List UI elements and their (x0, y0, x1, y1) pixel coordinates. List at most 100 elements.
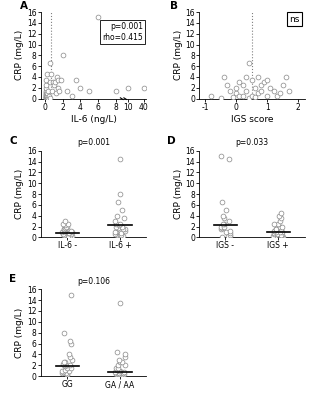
Text: p=0.001
rho=0.415: p=0.001 rho=0.415 (102, 22, 143, 42)
Y-axis label: CRP (mg/L): CRP (mg/L) (15, 308, 24, 358)
Point (116, 371, 121, 378)
Point (122, 371, 127, 378)
Point (73, 76, 78, 83)
Point (120, 359, 125, 366)
Point (117, 220, 122, 227)
Point (95, 14, 100, 21)
Point (121, 369, 126, 376)
Point (122, 228, 127, 234)
Point (66, 232, 71, 239)
Point (122, 215, 127, 222)
Point (44, 92, 49, 98)
Point (60, 52, 65, 58)
Point (222, 220, 227, 227)
Point (220, 224, 225, 231)
Point (141, 85, 146, 91)
Point (274, 230, 279, 237)
Point (45, 87, 50, 94)
Point (249, 93, 254, 99)
Point (276, 212, 281, 219)
Point (280, 82, 285, 88)
Point (118, 191, 123, 197)
Point (52, 79, 57, 86)
Point (61, 359, 66, 366)
Point (274, 93, 279, 99)
Point (65, 372, 70, 378)
Point (219, 153, 224, 159)
Point (279, 232, 284, 238)
Point (278, 232, 283, 238)
Point (68, 340, 73, 347)
Point (65, 365, 70, 371)
Point (45, 93, 50, 99)
Point (270, 232, 275, 239)
Point (54, 74, 59, 80)
Point (237, 79, 242, 86)
Point (62, 224, 68, 231)
Point (48, 60, 53, 67)
Point (114, 229, 119, 235)
Point (66, 351, 71, 358)
Point (62, 222, 68, 229)
Point (60, 361, 65, 367)
Point (279, 210, 284, 216)
Point (220, 220, 225, 227)
Point (62, 363, 67, 370)
Point (122, 362, 127, 368)
Point (279, 215, 284, 222)
Point (44, 90, 49, 96)
Point (113, 371, 118, 377)
X-axis label: IGS score: IGS score (230, 115, 273, 124)
Point (122, 226, 127, 232)
Y-axis label: CRP (mg/L): CRP (mg/L) (15, 30, 24, 80)
Point (118, 156, 123, 162)
Point (249, 76, 254, 83)
Point (281, 234, 286, 240)
Point (51, 79, 56, 86)
Point (116, 199, 121, 205)
Point (256, 74, 261, 80)
Text: B: B (170, 0, 177, 10)
Point (60, 229, 65, 235)
Text: A: A (20, 0, 28, 10)
Point (113, 220, 118, 227)
Point (224, 229, 229, 235)
Point (64, 223, 69, 230)
Point (265, 93, 270, 99)
Point (277, 223, 282, 230)
Point (119, 230, 124, 236)
Point (219, 226, 224, 232)
Point (226, 232, 231, 239)
Y-axis label: CRP (mg/L): CRP (mg/L) (174, 169, 182, 219)
Text: C: C (9, 136, 17, 146)
Point (256, 90, 261, 96)
Point (67, 232, 72, 239)
Point (57, 87, 62, 94)
Point (66, 220, 71, 227)
Point (62, 362, 67, 368)
Point (56, 85, 61, 91)
Point (117, 222, 122, 229)
Point (51, 82, 57, 88)
Point (44, 94, 49, 101)
Point (228, 232, 233, 238)
Point (53, 90, 58, 96)
Point (62, 228, 67, 234)
Text: D: D (167, 136, 176, 146)
Point (274, 226, 279, 232)
Point (125, 85, 130, 91)
Point (69, 292, 74, 298)
Point (252, 85, 257, 91)
Point (279, 232, 284, 238)
Point (50, 87, 55, 94)
Point (113, 231, 118, 237)
Point (113, 365, 118, 371)
Point (61, 226, 66, 232)
Point (45, 94, 50, 101)
Point (116, 365, 121, 371)
Point (228, 87, 233, 94)
Point (61, 226, 66, 232)
Point (68, 338, 73, 344)
Point (44, 95, 49, 101)
Point (221, 223, 226, 230)
